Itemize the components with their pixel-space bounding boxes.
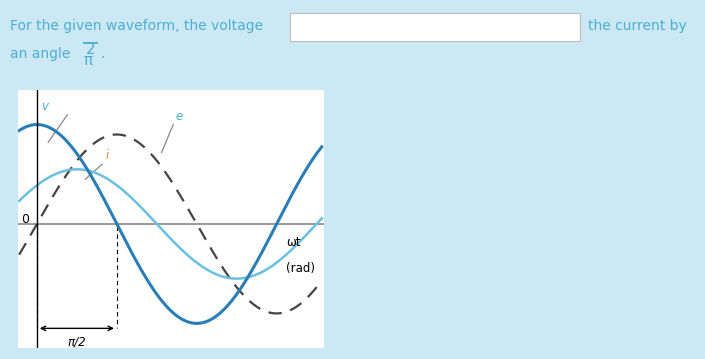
- Text: i: i: [106, 149, 109, 162]
- Text: an angle: an angle: [10, 47, 75, 61]
- Text: ωt: ωt: [286, 236, 300, 249]
- Text: π/2: π/2: [68, 335, 86, 348]
- Text: π: π: [84, 53, 93, 68]
- Text: (rad): (rad): [286, 262, 315, 275]
- Text: v: v: [41, 99, 48, 113]
- Bar: [290, 13, 580, 41]
- Text: For the given waveform, the voltage: For the given waveform, the voltage: [10, 19, 263, 33]
- Text: e: e: [176, 109, 183, 122]
- Text: .: .: [100, 47, 104, 61]
- Text: 2: 2: [86, 42, 96, 57]
- Text: the current by: the current by: [588, 19, 687, 33]
- Text: 0: 0: [20, 214, 29, 227]
